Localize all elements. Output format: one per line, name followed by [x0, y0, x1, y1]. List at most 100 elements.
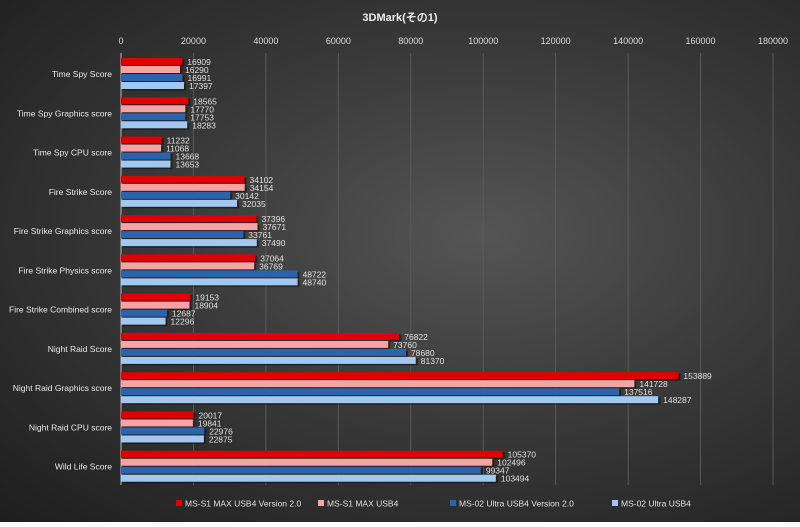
- data-label: 37490: [262, 238, 286, 248]
- bar: [121, 121, 188, 129]
- legend-swatch: [318, 500, 324, 506]
- data-label: 141728: [639, 379, 668, 389]
- category-label: Night Raid Score: [48, 344, 113, 354]
- x-tick-label: 60000: [326, 36, 351, 46]
- data-label: 34102: [250, 175, 274, 185]
- legend-label: MS-S1 MAX USB4 Version 2.0: [185, 499, 301, 509]
- bar: [121, 270, 298, 278]
- x-tick-label: 160000: [686, 36, 716, 46]
- legend-swatch: [612, 500, 618, 506]
- data-label: 73760: [393, 340, 417, 350]
- data-label: 81370: [421, 356, 445, 366]
- bar: [121, 372, 679, 380]
- bar: [121, 278, 298, 286]
- data-label: 17753: [190, 112, 214, 122]
- bar: [121, 254, 256, 262]
- x-tick-label: 140000: [613, 36, 643, 46]
- data-label: 34154: [250, 183, 274, 193]
- data-label: 153889: [683, 371, 712, 381]
- data-label: 13653: [175, 160, 199, 170]
- bar: [121, 105, 186, 113]
- data-label: 17397: [189, 81, 213, 91]
- x-tick-label: 40000: [253, 36, 278, 46]
- category-label: Wild Life Score: [55, 462, 112, 472]
- bar: [121, 97, 189, 105]
- bar: [121, 356, 416, 364]
- bar: [121, 175, 245, 183]
- bar: [121, 348, 406, 356]
- bar: [121, 223, 258, 231]
- data-label: 78680: [411, 348, 435, 358]
- bar: [121, 419, 193, 427]
- category-label: Night Raid CPU score: [29, 422, 112, 432]
- x-tick-label: 180000: [758, 36, 788, 46]
- data-label: 48722: [302, 269, 326, 279]
- x-tick-label: 100000: [468, 36, 498, 46]
- data-label: 16909: [187, 57, 211, 67]
- data-label: 11232: [167, 136, 190, 146]
- bar: [121, 309, 167, 317]
- chart-title: 3DMark(その1): [362, 11, 438, 24]
- category-label: Time Spy Graphics score: [17, 108, 112, 118]
- bar: [121, 293, 191, 301]
- legend-label: MS-02 Ultra USB4 Version 2.0: [459, 499, 574, 509]
- bar: [121, 262, 255, 270]
- category-label: Night Raid Graphics score: [13, 383, 112, 393]
- data-label: 22976: [209, 426, 233, 436]
- data-label: 16290: [185, 65, 209, 75]
- data-label: 18565: [193, 96, 217, 106]
- bar: [121, 82, 185, 89]
- category-label: Time Spy CPU score: [33, 148, 112, 158]
- data-label: 13668: [176, 152, 200, 162]
- bar: [121, 435, 204, 443]
- data-label: 36769: [259, 261, 283, 271]
- bar: [121, 427, 205, 435]
- category-label: Fire Strike Physics score: [18, 265, 112, 275]
- bar: [121, 332, 400, 340]
- legend-swatch: [450, 500, 456, 506]
- data-label: 20017: [199, 410, 223, 420]
- bar: [121, 466, 481, 474]
- data-label: 30142: [235, 191, 259, 201]
- bar: [121, 191, 231, 199]
- data-label: 16991: [188, 73, 212, 83]
- data-label: 103494: [501, 474, 530, 484]
- data-label: 18283: [192, 120, 216, 130]
- bar: [121, 301, 190, 309]
- data-label: 37671: [262, 222, 286, 232]
- bar: [121, 113, 186, 121]
- category-label: Fire Strike Combined score: [9, 305, 112, 315]
- category-label: Fire Strike Score: [49, 187, 113, 197]
- bar: [121, 231, 244, 239]
- x-tick-label: 80000: [398, 36, 423, 46]
- x-tick-label: 20000: [181, 36, 206, 46]
- bar: [121, 183, 245, 191]
- legend-label: MS-02 Ultra USB4: [621, 499, 691, 509]
- bar: [121, 474, 496, 482]
- data-label: 99347: [486, 466, 510, 476]
- bar: [121, 239, 257, 247]
- data-label: 37064: [260, 253, 284, 263]
- data-label: 12296: [171, 317, 195, 327]
- data-label: 19841: [198, 418, 222, 428]
- data-label: 137516: [624, 387, 653, 397]
- bar: [121, 388, 620, 396]
- data-label: 37396: [261, 214, 285, 224]
- data-label: 102496: [497, 458, 526, 468]
- data-label: 32035: [242, 199, 266, 209]
- legend-swatch: [176, 500, 182, 506]
- bar: [121, 136, 162, 144]
- bar: [121, 160, 171, 168]
- data-label: 12687: [172, 309, 196, 319]
- data-label: 48740: [303, 277, 327, 287]
- bar: [121, 199, 238, 207]
- category-label: Time Spy Score: [52, 69, 112, 79]
- bar: [121, 144, 162, 152]
- x-tick-label: 0: [118, 36, 123, 46]
- bar: [121, 380, 635, 388]
- data-label: 22875: [209, 434, 233, 444]
- bar: [121, 458, 493, 466]
- bar: [121, 215, 257, 223]
